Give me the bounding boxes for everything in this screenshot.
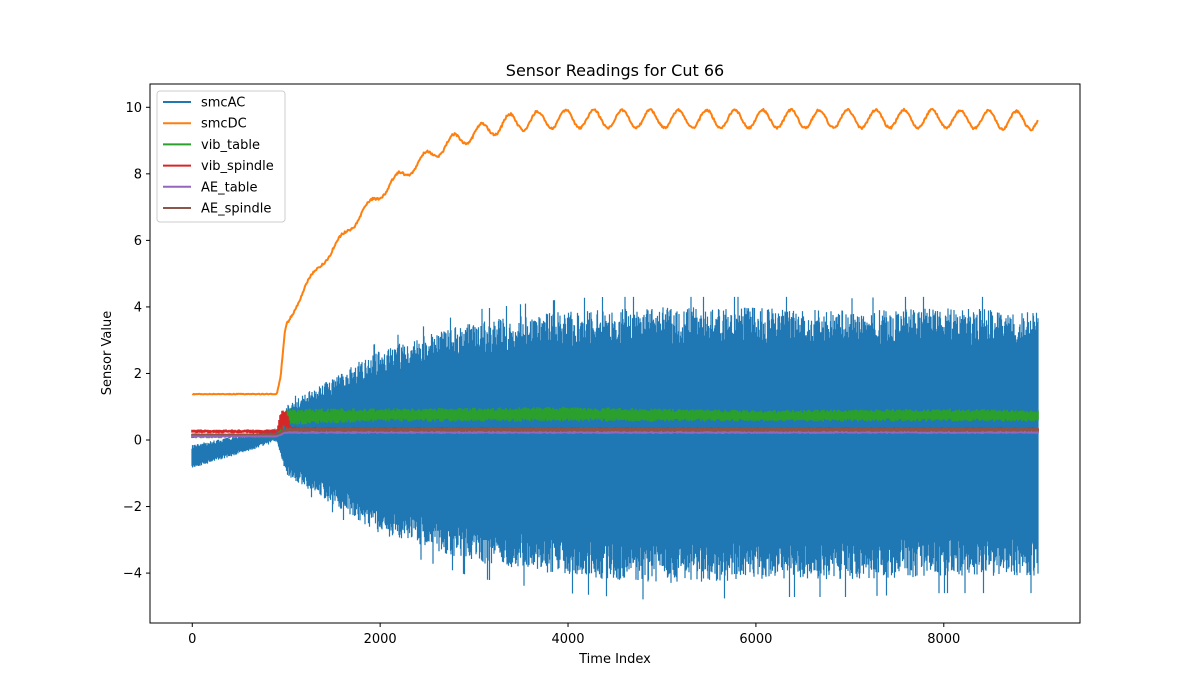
axes-frame — [149, 83, 1081, 624]
series-band-AE_table — [191, 430, 1039, 438]
series-ae-table — [191, 430, 1039, 438]
legend-item-ae-spindle: AE_spindle — [163, 202, 271, 217]
y-tick-label: 8 — [134, 167, 142, 182]
x-axis: 0 2000 4000 6000 8000 — [188, 623, 960, 647]
series-band-AE_spindle — [191, 427, 1039, 436]
legend-item-vib-spindle: vib_spindle — [163, 159, 274, 174]
legend-label: vib_table — [201, 138, 260, 153]
series-smcdc — [191, 107, 1039, 396]
y-tick-label: −4 — [123, 567, 142, 582]
series-band-smcAC — [191, 296, 1039, 600]
y-tick-label: 10 — [125, 101, 142, 116]
legend-label: smcDC — [201, 117, 247, 132]
legend-label: vib_spindle — [201, 159, 274, 174]
y-tick-label: 4 — [134, 300, 142, 315]
legend-item-vib-table: vib_table — [163, 138, 260, 153]
x-tick-label: 8000 — [927, 632, 960, 647]
legend-item-smcdc: smcDC — [163, 117, 247, 132]
x-tick-label: 6000 — [739, 632, 772, 647]
plot-area — [191, 107, 1039, 600]
y-tick-label: 0 — [134, 434, 142, 449]
chart-title: Sensor Readings for Cut 66 — [506, 61, 724, 80]
y-tick-label: 6 — [134, 234, 142, 249]
x-axis-label: Time Index — [578, 652, 651, 667]
legend: smcAC smcDC vib_table vib_spindle AE_table AE… — [156, 90, 286, 223]
series-smcac — [191, 296, 1039, 600]
legend-label: smcAC — [201, 96, 245, 111]
y-axis: −4 −2 0 2 4 6 8 10 — [123, 101, 150, 582]
y-axis-label: Sensor Value — [100, 311, 115, 395]
legend-item-ae-table: AE_table — [163, 180, 258, 195]
legend-label: AE_spindle — [201, 202, 271, 217]
legend-label: AE_table — [201, 180, 258, 195]
series-ae-spindle — [191, 427, 1039, 436]
y-tick-label: −2 — [123, 500, 142, 515]
legend-item-smcac: smcAC — [163, 96, 245, 111]
x-tick-label: 0 — [188, 632, 196, 647]
x-tick-label: 2000 — [364, 632, 397, 647]
x-tick-label: 4000 — [551, 632, 584, 647]
series-line-smcDC — [191, 107, 1039, 396]
y-tick-label: 2 — [134, 367, 142, 382]
